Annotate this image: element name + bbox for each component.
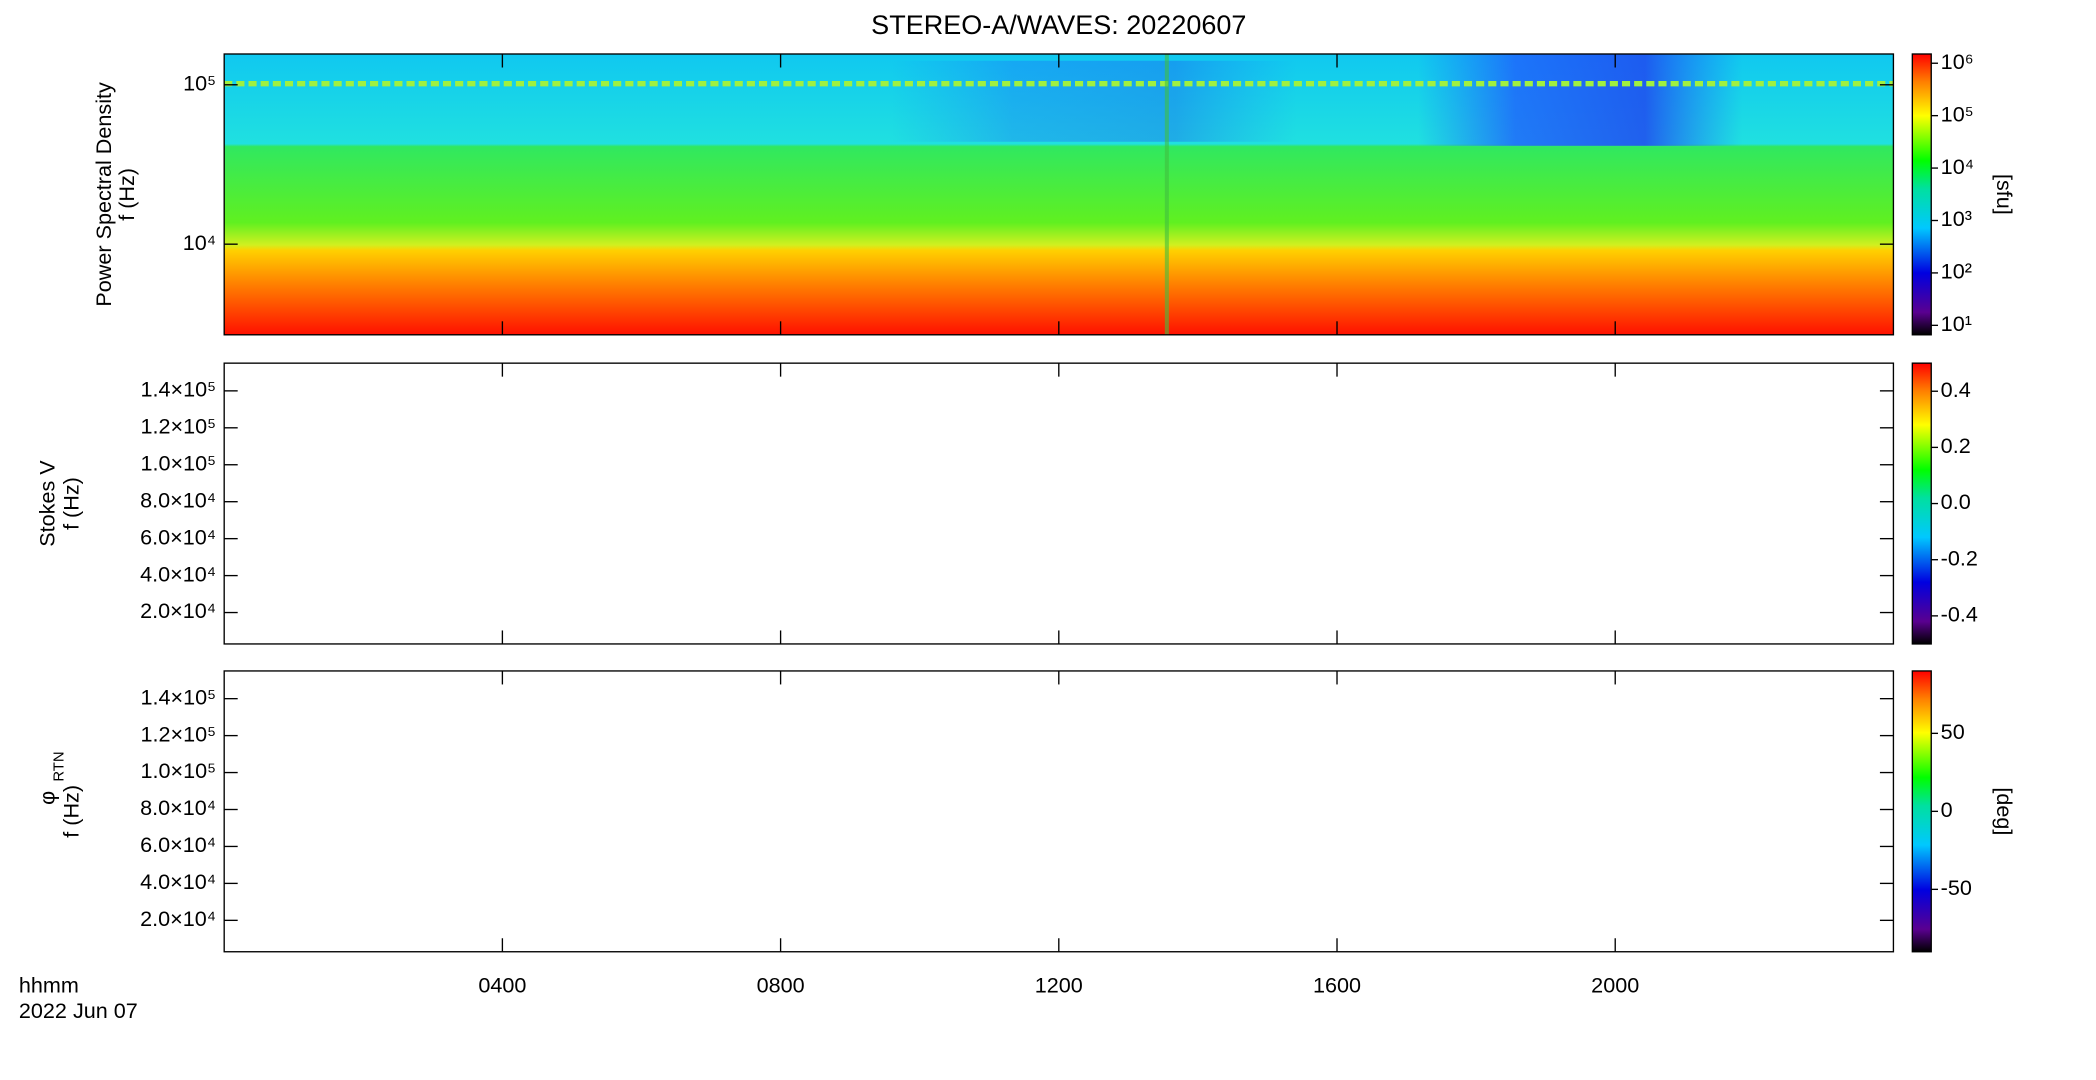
y-tick-label: 10⁵ — [183, 70, 216, 95]
y-axis-unit: f (Hz) — [59, 477, 84, 530]
colorbar-tick-label: -0.2 — [1941, 545, 1978, 570]
colorbar-tick-label: 10¹ — [1941, 311, 1972, 336]
y-tick-label: 1.0×10⁵ — [140, 758, 216, 783]
x-tick-label: 1600 — [1313, 973, 1361, 998]
plot-frame — [223, 670, 1895, 953]
colorbar — [1911, 362, 1932, 645]
colorbar-tick-label: 10³ — [1941, 206, 1972, 231]
y-tick-label: 1.2×10⁵ — [140, 414, 216, 439]
x-tick-label: 2000 — [1591, 973, 1639, 998]
y-axis-unit: f (Hz) — [59, 785, 84, 838]
colorbar-tick-label: 0.0 — [1941, 489, 1971, 514]
y-tick-label: 6.0×10⁴ — [140, 524, 216, 549]
colorbar-tick-label: 50 — [1941, 719, 1965, 744]
y-tick-label: 6.0×10⁴ — [140, 832, 216, 857]
y-axis-label: Power Spectral Density — [91, 82, 116, 307]
y-axis-label-subscript: RTN — [51, 751, 67, 781]
y-tick-label: 10⁴ — [183, 230, 216, 255]
colorbar-tick-label: 0.2 — [1941, 433, 1971, 458]
y-tick-label: 2.0×10⁴ — [140, 906, 216, 931]
y-tick-label: 4.0×10⁴ — [140, 561, 216, 586]
colorbar-tick-label: 10⁵ — [1941, 101, 1974, 126]
colorbar-label: [deg] — [1992, 787, 2017, 835]
x-tick-label: 0800 — [757, 973, 805, 998]
y-tick-label: 1.2×10⁵ — [140, 721, 216, 746]
x-axis-label: hhmm — [19, 973, 79, 998]
y-axis-label-symbol: φ — [34, 791, 59, 805]
x-tick-label: 1200 — [1035, 973, 1083, 998]
colorbar-tick-label: 10² — [1941, 259, 1972, 284]
y-tick-label: 8.0×10⁴ — [140, 487, 216, 512]
colorbar-tick-label: -50 — [1941, 875, 1972, 900]
x-tick-label: 0400 — [478, 973, 526, 998]
colorbar — [1911, 53, 1932, 336]
colorbar-tick-label: 0 — [1941, 797, 1953, 822]
colorbar-tick-label: 0.4 — [1941, 377, 1971, 402]
y-axis-label: Stokes V — [34, 460, 59, 547]
y-tick-label: 1.4×10⁵ — [140, 377, 216, 402]
colorbar-tick-label: 10⁴ — [1941, 154, 1974, 179]
colorbar-label: [sfu] — [1992, 174, 2017, 215]
y-tick-label: 1.4×10⁵ — [140, 684, 216, 709]
colorbar-tick-label: -0.4 — [1941, 602, 1978, 627]
date-label: 2022 Jun 07 — [19, 998, 138, 1023]
spectrogram-image — [224, 54, 1894, 335]
y-axis-unit: f (Hz) — [114, 168, 139, 221]
y-tick-label: 2.0×10⁴ — [140, 598, 216, 623]
plot-frame — [223, 362, 1895, 645]
y-tick-label: 1.0×10⁵ — [140, 450, 216, 475]
y-tick-label: 8.0×10⁴ — [140, 795, 216, 820]
colorbar — [1911, 670, 1932, 953]
colorbar-tick-label: 10⁶ — [1941, 49, 1974, 74]
chart-title: STEREO-A/WAVES: 20220607 — [871, 10, 1246, 40]
y-tick-label: 4.0×10⁴ — [140, 869, 216, 894]
